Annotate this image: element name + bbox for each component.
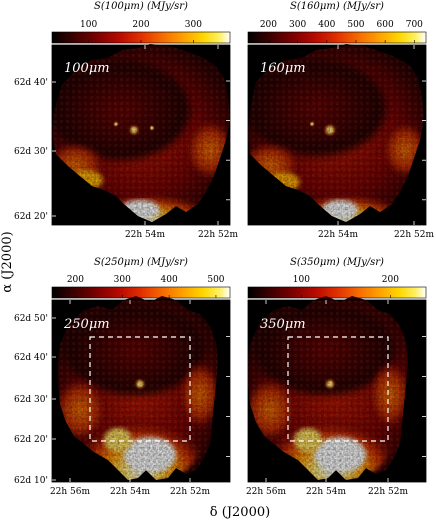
colorbar-tick-label: 100	[80, 20, 97, 30]
colorbar-tick-labels: 100 200 300 200 300 400 500 600 700 200 300 400 500 1…	[67, 20, 423, 298]
colorbar-tick-label: 200	[382, 275, 399, 285]
colorbar-tick-label: 700	[406, 20, 423, 30]
ra-tick-label: 22h 52m	[198, 230, 239, 240]
band-label-160: 160μm	[260, 61, 306, 76]
colorbar-tick-label: 400	[161, 275, 178, 285]
dec-tick-label: 62d 40'	[14, 353, 48, 363]
band-label-250: 250μm	[63, 317, 110, 332]
colorbar-160-gradient	[248, 32, 426, 43]
ra-tick-label: 22h 54m	[318, 230, 359, 240]
colorbar-350-gradient	[248, 287, 426, 298]
map-160um	[248, 44, 424, 222]
colorbar-title-250: S(250μm) (MJy/sr)	[94, 257, 188, 268]
dec-tick-label: 62d 30'	[14, 395, 48, 405]
colorbar-tick-label: 200	[260, 20, 277, 30]
dec-tick-label: 62d 20'	[14, 435, 48, 445]
colorbar-tick-label: 500	[207, 275, 224, 285]
colorbar-100-gradient	[52, 32, 230, 43]
ra-tick-label: 22h 54m	[306, 487, 347, 497]
ra-tick-label: 22h 52m	[394, 230, 435, 240]
dec-tick-label: 62d 50'	[14, 314, 48, 324]
ra-tick-label: 22h 56m	[246, 487, 287, 497]
analysis-box-250	[89, 336, 191, 442]
ra-tick-label: 22h 56m	[50, 487, 91, 497]
y-axis-label: α (J2000)	[0, 231, 15, 292]
band-label-350: 350μm	[260, 317, 306, 332]
colorbar-tick-label: 600	[377, 20, 394, 30]
colorbar-160	[247, 31, 427, 44]
colorbar-title-350: S(350μm) (MJy/sr)	[290, 257, 384, 268]
x-axis-label: δ (J2000)	[210, 505, 270, 520]
colorbar-tick-label: 200	[132, 20, 149, 30]
band-label-100: 100μm	[64, 61, 110, 76]
colorbar-250-gradient	[52, 287, 230, 298]
colorbar-350	[247, 286, 427, 299]
dec-tick-label: 62d 10'	[14, 476, 48, 486]
colorbar-title-160: S(160μm) (MJy/sr)	[290, 1, 384, 12]
colorbar-tick-label: 300	[185, 20, 202, 30]
axis-ticks: 62d 40' 62d 30' 62d 20' 22h 54m 22h 52m 22h 5…	[14, 45, 435, 497]
dec-tick-label: 62d 30'	[14, 147, 48, 157]
colorbar-tick-label: 200	[67, 275, 84, 285]
colorbar-tick-label: 100	[293, 275, 310, 285]
ra-tick-label: 22h 52m	[368, 487, 409, 497]
dec-tick-label: 62d 40'	[14, 78, 48, 88]
colorbar-tick-label: 300	[289, 20, 306, 30]
map-250um	[58, 296, 218, 480]
ra-tick-label: 22h 54m	[125, 230, 166, 240]
colorbar-tick-label: 500	[347, 20, 364, 30]
ra-tick-label: 22h 52m	[170, 487, 211, 497]
colorbar-tick-label: 300	[114, 275, 131, 285]
colorbar-title-100: S(100μm) (MJy/sr)	[94, 1, 188, 12]
colorbar-250	[51, 286, 231, 299]
analysis-box-350	[287, 336, 389, 442]
dec-tick-label: 62d 20'	[14, 212, 48, 222]
ra-tick-label: 22h 54m	[110, 487, 151, 497]
colorbar-tick-label: 400	[318, 20, 335, 30]
